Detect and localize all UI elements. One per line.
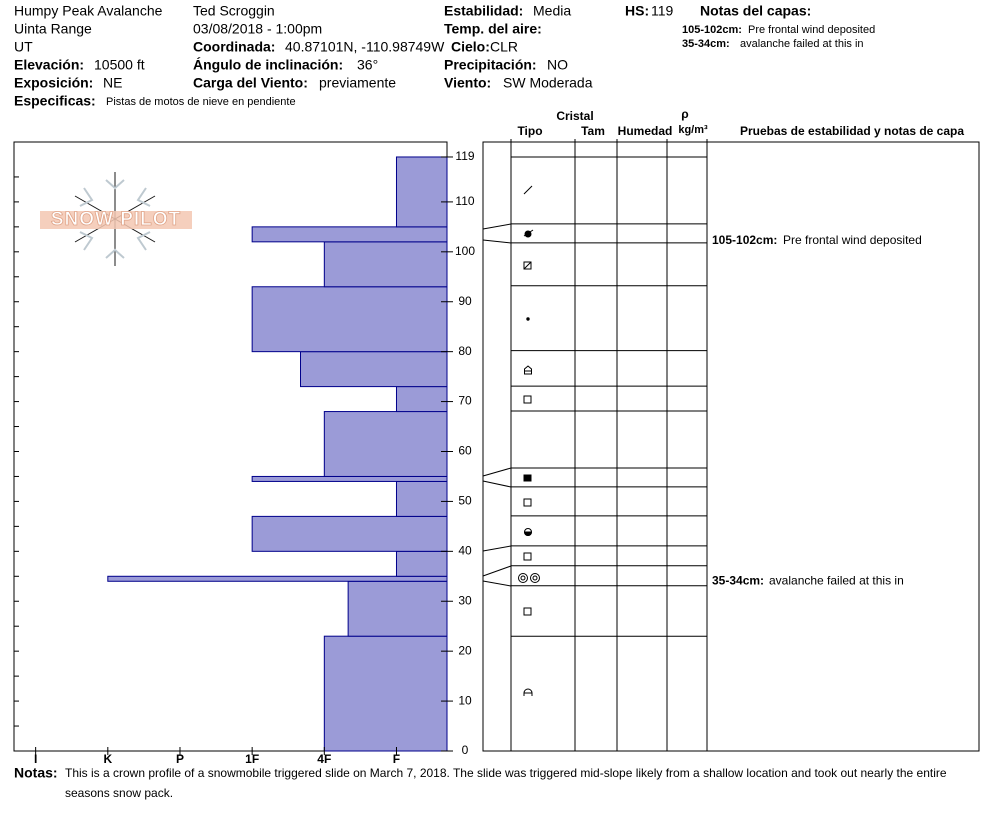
layer-note-text: Pre frontal wind deposited bbox=[748, 24, 875, 36]
test-note-text: avalanche failed at this in bbox=[769, 573, 904, 587]
header-text: 119 bbox=[651, 3, 674, 19]
y-tick-label: 110 bbox=[455, 194, 474, 208]
hardness-bar bbox=[251, 515, 448, 552]
x-tick-label: I bbox=[34, 752, 37, 766]
header-text: Coordinada: bbox=[193, 39, 275, 55]
header-text: Tipo bbox=[517, 124, 542, 138]
header-text: CLR bbox=[490, 39, 518, 55]
hardness-bar bbox=[395, 480, 448, 517]
x-tick-label: F bbox=[393, 752, 400, 766]
connector bbox=[482, 545, 512, 552]
y-tick-label: 100 bbox=[455, 244, 475, 258]
layer-note-range: 35-34cm: bbox=[682, 38, 730, 50]
connector bbox=[482, 565, 512, 577]
hardness-bar bbox=[323, 411, 448, 477]
test-note-text: Pre frontal wind deposited bbox=[783, 233, 922, 247]
header-text: NE bbox=[103, 75, 122, 91]
header-text: previamente bbox=[319, 75, 396, 91]
header-text: Humpy Peak Avalanche bbox=[14, 3, 163, 19]
y-tick-label: 0 bbox=[462, 743, 469, 757]
hardness-bar bbox=[323, 241, 448, 288]
connector bbox=[482, 467, 512, 477]
header-text: Pruebas de estabilidad y notas de capa bbox=[740, 124, 964, 138]
grain-table-frame bbox=[482, 141, 980, 752]
connectors bbox=[482, 223, 512, 587]
test-note-range: 105-102cm: bbox=[712, 233, 777, 247]
header-text: NO bbox=[547, 57, 568, 73]
hardness-bar bbox=[107, 575, 448, 582]
x-tick-label: K bbox=[103, 752, 112, 766]
connector bbox=[482, 223, 512, 230]
layer-note-range: 105-102cm: bbox=[682, 24, 742, 36]
connector bbox=[482, 239, 512, 244]
header-text: 40.87101N, -110.98749W bbox=[285, 39, 445, 55]
connector bbox=[482, 480, 512, 488]
y-tick-label: 30 bbox=[458, 593, 472, 607]
header-text: 03/08/2018 - 1:00pm bbox=[193, 21, 322, 37]
header-text: Precipitación: bbox=[444, 57, 537, 73]
test-note-range: 35-34cm: bbox=[712, 573, 764, 587]
header-text: Ángulo de inclinación: bbox=[193, 57, 343, 73]
x-tick-label: 1F bbox=[245, 752, 259, 766]
header-text: Exposición: bbox=[14, 75, 93, 91]
y-tick-label: 80 bbox=[458, 344, 472, 358]
header-text: Notas del capas: bbox=[700, 3, 811, 19]
header-text: SW Moderada bbox=[503, 75, 593, 91]
header-text: Media bbox=[533, 3, 571, 19]
header-text: Ted Scroggin bbox=[193, 3, 275, 19]
hardness-bar bbox=[251, 286, 448, 353]
hardness-bar bbox=[251, 226, 448, 243]
hardness-bar bbox=[323, 635, 448, 752]
y-tick-label: 40 bbox=[458, 543, 472, 557]
header-text: HS: bbox=[625, 3, 649, 19]
header-text: 10500 ft bbox=[94, 57, 145, 73]
header-text: Notas: bbox=[14, 765, 58, 781]
y-tick-label: 60 bbox=[458, 444, 472, 458]
hardness-bar bbox=[395, 156, 448, 228]
y-tick-label: 70 bbox=[458, 394, 472, 408]
y-tick-label: 119 bbox=[455, 149, 474, 163]
header-text: Humedad bbox=[618, 124, 673, 138]
logo-text: SNOW PILOT bbox=[51, 209, 181, 230]
header-text: 36° bbox=[357, 57, 378, 73]
header-text: Especificas: bbox=[14, 93, 96, 109]
notes-line: seasons snow pack. bbox=[65, 786, 173, 800]
header-text: Elevación: bbox=[14, 57, 84, 73]
header-text: Viento: bbox=[444, 75, 491, 91]
logo-band bbox=[40, 211, 192, 229]
notes-line: This is a crown profile of a snowmobile … bbox=[65, 766, 947, 780]
y-tick-label: 10 bbox=[458, 693, 472, 707]
header-text: Uinta Range bbox=[14, 21, 92, 37]
header-text: Cristal bbox=[556, 109, 593, 123]
y-tick-label: 90 bbox=[458, 294, 472, 308]
header-text: UT bbox=[14, 39, 33, 55]
layer-note-text: avalanche failed at this in bbox=[740, 38, 864, 50]
header-text: kg/m³ bbox=[678, 124, 708, 136]
header-text: Pistas de motos de nieve en pendiente bbox=[106, 96, 296, 108]
hardness-bar bbox=[395, 386, 448, 413]
x-tick-label: P bbox=[176, 752, 184, 766]
y-tick-label: 50 bbox=[458, 494, 472, 508]
hardness-bar bbox=[395, 550, 448, 577]
header-text: Carga del Viento: bbox=[193, 75, 308, 91]
header-text: Temp. del aire: bbox=[444, 21, 542, 37]
table-dividers bbox=[510, 139, 708, 751]
hardness-bar bbox=[347, 580, 448, 637]
header-text: ρ bbox=[681, 107, 688, 121]
header-text: Estabilidad: bbox=[444, 3, 523, 19]
y-tick-label: 20 bbox=[458, 643, 472, 657]
header-text: Cielo: bbox=[451, 39, 490, 55]
x-tick-label: 4F bbox=[317, 752, 331, 766]
hardness-bar bbox=[251, 475, 448, 482]
connector bbox=[482, 580, 512, 587]
header-text: Tam bbox=[581, 124, 605, 138]
hardness-bar bbox=[300, 351, 448, 388]
grain-symbols bbox=[518, 185, 540, 696]
